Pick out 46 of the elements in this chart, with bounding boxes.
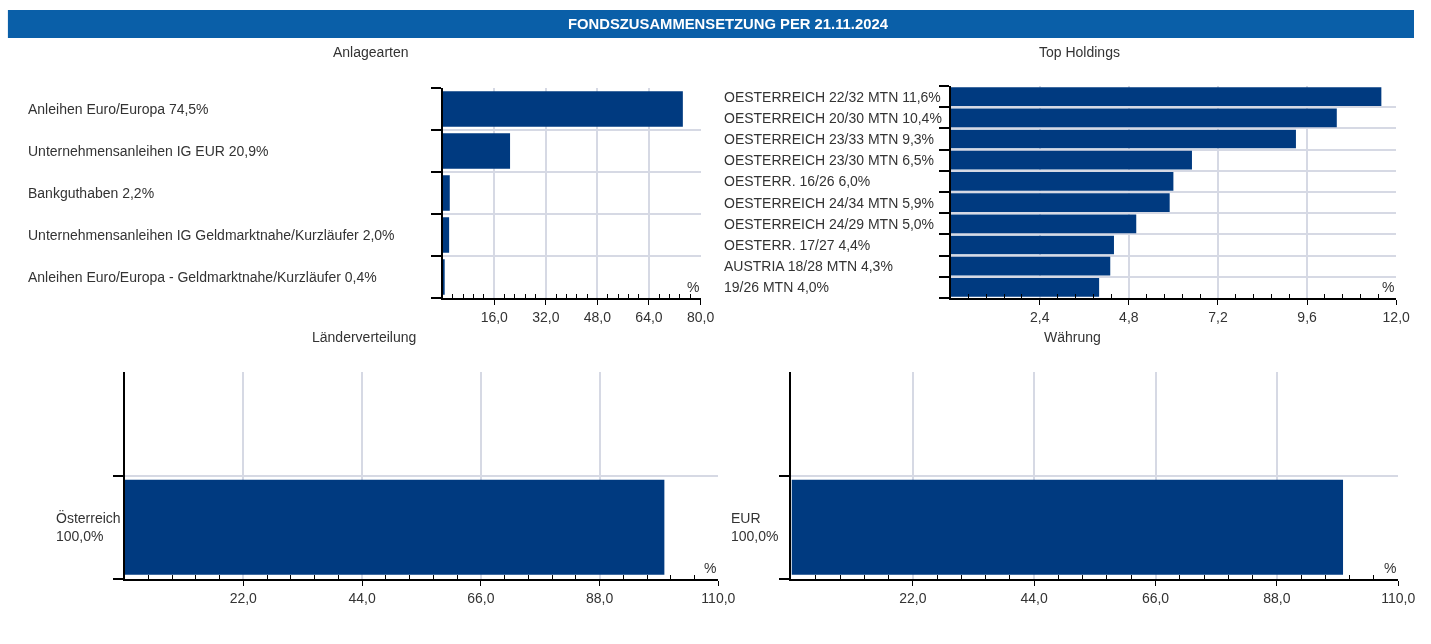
x-tick-label: 22,0 [229,589,258,606]
x-tick-label: 44,0 [348,589,376,606]
y-tick-label: Österreich 100,0% [56,509,121,545]
text: FONDSZUSAMMENSETZUNG PER 21.11.2024 [568,16,889,32]
x-tick-label: 12,0 [1382,308,1411,325]
chart-title: Länderverteilung [312,329,417,345]
y-tick-label: OESTERR. 16/26 6,0% [724,173,871,189]
x-tick-label: 32,0 [532,308,560,325]
y-tick-label: 19/26 MTN 4,0% [724,279,830,295]
x-axis-title: % [1384,560,1397,576]
y-tick-label: Bankguthaben 2,2% [28,185,155,201]
x-tick-label: 80,0 [686,308,715,325]
y-tick-label: EUR 100,0% [731,510,779,545]
chart-title: Top Holdings [1039,44,1120,60]
y-tick-label: Anleihen Euro/Europa 74,5% [28,101,209,117]
x-tick-label: 44,0 [1020,589,1048,606]
y-tick-label: OESTERREICH 24/29 MTN 5,0% [724,216,935,232]
x-tick-label: 7,2 [1208,308,1228,325]
x-axis-title: % [1382,279,1395,295]
x-axis-title: % [687,279,700,295]
y-tick-label: OESTERREICH 23/30 MTN 6,5% [724,152,935,168]
x-tick-label: 4,8 [1119,308,1139,325]
x-tick-label: 66,0 [1141,589,1170,606]
x-tick-label: 88,0 [1263,589,1291,606]
y-tick-label: OESTERREICH 22/32 MTN 11,6% [724,89,941,105]
y-tick-label: Unternehmensanleihen IG Geldmarktnahe/Kurzläufer 2,0% [28,227,395,243]
x-tick-label: 88,0 [585,589,614,606]
y-tick-label: Anleihen Euro/Europa - Geldmarktnahe/Kurzläufer 0,4% [28,269,377,285]
x-tick-label: 22,0 [899,589,927,606]
x-axis-title: % [704,560,717,576]
x-tick-label: 9,6 [1297,308,1318,325]
y-tick-label: OESTERREICH 23/33 MTN 9,3% [724,131,935,147]
x-tick-label: 110,0 [701,589,736,606]
chart-title: Währung [1044,329,1101,345]
y-tick-label: OESTERREICH 24/34 MTN 5,9% [724,195,935,211]
chart-title: Anlagearten [333,44,409,60]
x-tick-label: 64,0 [635,308,663,325]
x-tick-label: 110,0 [1381,589,1416,606]
x-tick-label: 2,4 [1029,308,1050,325]
y-tick-label: Unternehmensanleihen IG EUR 20,9% [28,143,269,159]
y-tick-label: AUSTRIA 18/28 MTN 4,3% [724,258,893,274]
y-tick-label: OESTERREICH 20/30 MTN 10,4% [724,110,942,126]
y-tick-label: OESTERR. 17/27 4,4% [724,237,871,253]
x-tick-label: 66,0 [467,589,495,606]
x-tick-label: 48,0 [583,308,612,325]
x-tick-label: 16,0 [480,308,509,325]
